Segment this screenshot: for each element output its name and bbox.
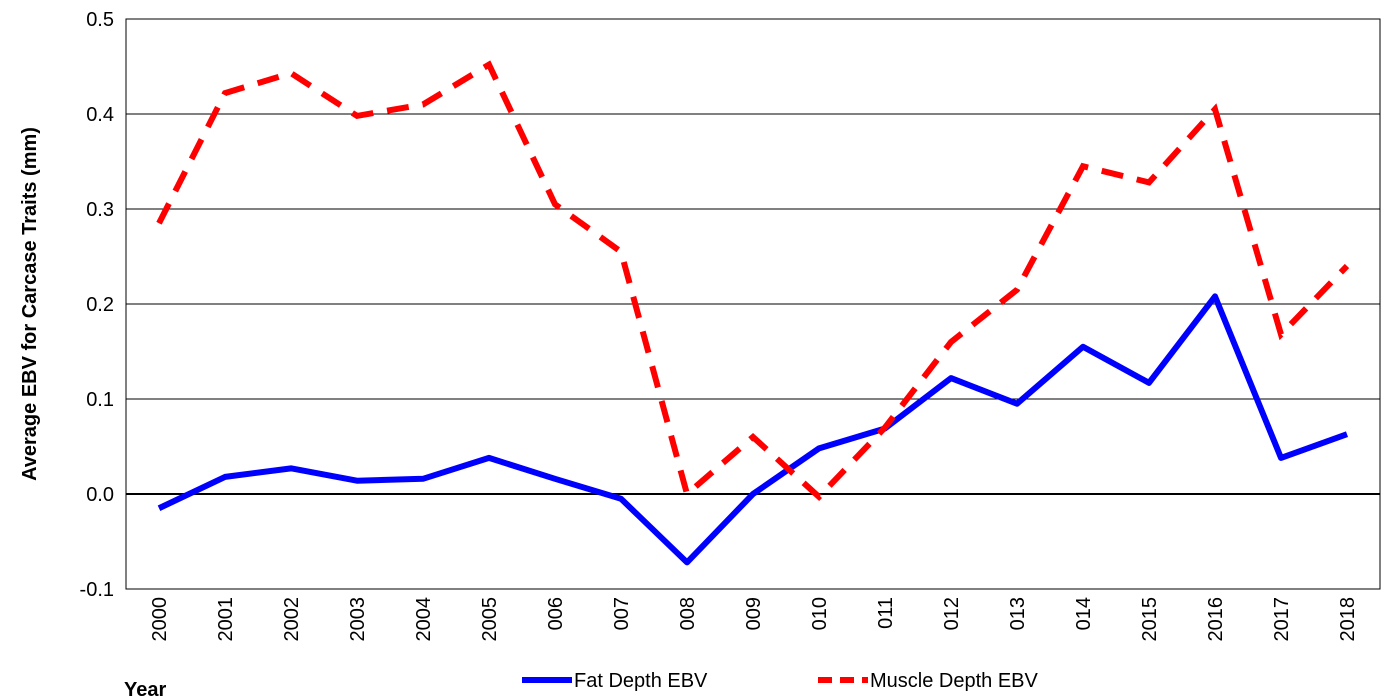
y-tick-label: -0.1 <box>80 579 114 601</box>
x-tick-label: 2005 <box>479 597 501 642</box>
x-tick-label: 2003 <box>347 597 369 642</box>
line-series <box>157 293 1349 566</box>
x-tick-label: 2000 <box>149 597 171 642</box>
y-tick-label: 0.2 <box>86 294 114 316</box>
x-tick-label: 007 <box>611 597 633 630</box>
x-tick-label: 2018 <box>1337 597 1359 642</box>
y-tick-label: 0.1 <box>86 389 114 411</box>
x-tick-label: 006 <box>545 597 567 630</box>
x-tick-label: 2015 <box>1139 597 1161 642</box>
x-tick-label: 010 <box>809 597 831 630</box>
x-tick-label: 012 <box>941 597 963 630</box>
x-tick-label: 2004 <box>413 597 435 642</box>
x-tick-label: 013 <box>1007 597 1029 630</box>
y-tick-label: 0.3 <box>86 199 114 221</box>
x-tick-label: 009 <box>743 597 765 630</box>
y-axis-title: Average EBV for Carcase Traits (mm) <box>19 127 41 481</box>
x-tick-label: 2016 <box>1205 597 1227 642</box>
legend-label: Muscle Depth EBV <box>870 670 1039 692</box>
y-tick-label: 0.0 <box>86 484 114 506</box>
x-tick-label: 2017 <box>1271 597 1293 642</box>
y-tick-label: 0.5 <box>86 9 114 31</box>
y-tick-label: 0.4 <box>86 104 114 126</box>
x-axis-title: Year <box>124 679 166 699</box>
x-tick-label: 011 <box>875 597 897 629</box>
x-tick-label: 014 <box>1073 597 1095 630</box>
legend-label: Fat Depth EBV <box>574 670 708 692</box>
x-tick-label: 2002 <box>281 597 303 642</box>
line-series <box>156 60 1350 502</box>
x-tick-label: 2001 <box>215 597 237 642</box>
x-tick-label: 008 <box>677 597 699 630</box>
